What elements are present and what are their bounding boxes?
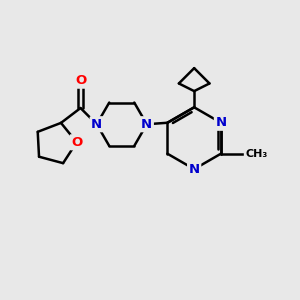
Text: N: N (189, 163, 200, 176)
Text: N: N (215, 116, 226, 129)
Text: O: O (75, 74, 86, 87)
Text: N: N (91, 118, 102, 131)
Text: O: O (71, 136, 82, 149)
Text: N: N (141, 118, 152, 131)
Text: CH₃: CH₃ (245, 149, 267, 159)
